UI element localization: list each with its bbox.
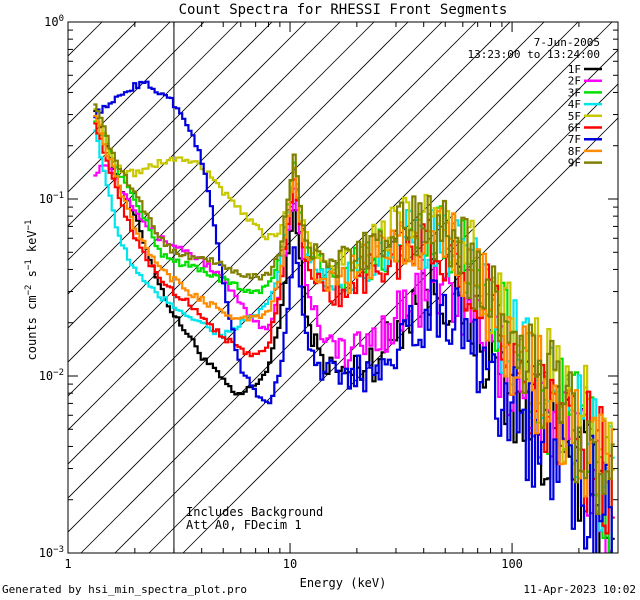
x-tick-label: 10 — [283, 557, 297, 571]
hatch-line — [68, 22, 103, 57]
plot-frame — [67, 21, 619, 554]
y-axis-label-exp1: −2 — [24, 285, 34, 296]
hatch-line — [182, 117, 618, 553]
hatch-line — [68, 22, 273, 227]
series-line-9F — [93, 103, 615, 515]
y-tick-label-exponent: 0 — [59, 14, 64, 24]
legend-label-4F: 4F — [568, 98, 581, 111]
date-label: 7-Jun-2005 — [534, 36, 600, 49]
hatch-line — [68, 22, 477, 431]
legend-label-6F: 6F — [568, 122, 581, 135]
y-axis-label: counts cm−2 s−1 keV−1 — [24, 220, 39, 361]
y-tick-label-exponent: −1 — [53, 191, 64, 201]
hatch-line — [68, 22, 239, 193]
hatch-line — [80, 22, 613, 553]
y-tick-label-base: 10 — [39, 192, 53, 206]
annotation-attenuator: Att A0, FDecim 1 — [186, 518, 302, 532]
series-line-8F — [93, 114, 615, 498]
footer-timestamp: 11-Apr-2023 10:02 — [523, 583, 636, 596]
y-tick-label-exponent: −2 — [53, 368, 64, 378]
legend-label-1F: 1F — [568, 63, 581, 76]
y-tick-label: 10−1 — [39, 191, 64, 206]
series-lines — [93, 80, 615, 553]
hatch-line — [68, 22, 443, 397]
y-tick-label: 100 — [44, 14, 64, 29]
series-line-1F — [93, 109, 615, 553]
time-range-label: 13:23:00 to 13:24:00 — [468, 48, 600, 61]
legend-label-3F: 3F — [568, 86, 581, 99]
legend-label-7F: 7F — [568, 133, 581, 146]
series-line-5F — [93, 107, 615, 513]
hatch-line — [68, 22, 375, 329]
x-tick-label: 100 — [501, 557, 523, 571]
hatch-line — [68, 22, 579, 533]
hatch-line — [68, 22, 69, 23]
footer-generated-by: Generated by hsi_min_spectra_plot.pro — [2, 583, 248, 596]
y-axis-label-mid: s — [25, 270, 39, 284]
chart-title: Count Spectra for RHESSI Front Segments — [179, 2, 508, 18]
x-tick-label: 1 — [64, 557, 71, 571]
legend-label-5F: 5F — [568, 110, 581, 123]
legend-label-2F: 2F — [568, 75, 581, 88]
y-tick-label-base: 10 — [39, 369, 53, 383]
y-axis-label-mid2: keV — [25, 230, 39, 259]
hatch-line — [68, 22, 171, 125]
y-tick-label-base: 10 — [44, 15, 58, 29]
legend-label-9F: 9F — [568, 157, 581, 170]
hatch-line — [68, 22, 409, 363]
y-tick-label: 10−2 — [39, 368, 64, 383]
series-line-6F — [93, 122, 615, 535]
hatch-line — [68, 22, 205, 159]
series-line-2F — [93, 164, 615, 553]
y-axis-label-exp3: −1 — [24, 220, 34, 231]
x-axis-label: Energy (keV) — [300, 576, 387, 590]
hatch-line — [114, 49, 618, 553]
series-line-7F — [93, 80, 613, 553]
hatch-line — [68, 22, 545, 499]
y-tick-label-exponent: −3 — [53, 545, 64, 555]
y-axis-label-exp2: −1 — [24, 259, 34, 270]
hatched-region — [68, 22, 618, 553]
y-tick-label: 10−3 — [39, 545, 64, 560]
y-axis-label-base: counts cm — [25, 295, 39, 360]
legend-label-8F: 8F — [568, 145, 581, 158]
hatch-line — [68, 22, 307, 261]
annotation-background: Includes Background — [186, 505, 323, 519]
hatch-line — [68, 22, 341, 295]
hatch-line — [68, 22, 511, 465]
y-tick-label-base: 10 — [39, 546, 53, 560]
